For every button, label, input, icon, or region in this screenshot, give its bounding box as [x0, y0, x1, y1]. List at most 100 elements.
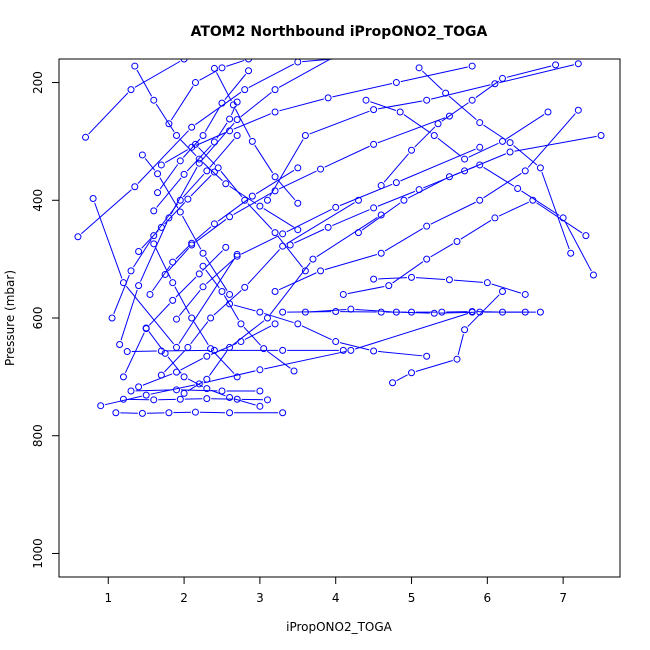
series-12 — [116, 59, 338, 348]
series-line-segment — [209, 138, 235, 168]
data-point — [188, 143, 196, 151]
series-line-segment — [159, 177, 179, 209]
plot-frame — [58, 58, 621, 578]
series-line-segment — [226, 59, 245, 67]
data-point — [218, 288, 226, 296]
series-line-segment — [378, 350, 423, 357]
data-point — [173, 343, 181, 351]
data-point — [317, 165, 325, 173]
series-1 — [97, 308, 476, 410]
data-point — [430, 132, 438, 140]
series-8 — [370, 273, 529, 298]
data-point — [536, 164, 544, 172]
data-point — [97, 402, 105, 410]
x-tick-label: 4 — [332, 591, 340, 605]
series-21 — [286, 132, 605, 249]
data-point — [279, 409, 287, 417]
series-line-segment — [188, 59, 190, 60]
data-point — [165, 120, 173, 128]
series-31 — [154, 67, 253, 197]
data-point — [401, 50, 407, 56]
data-point — [423, 96, 431, 104]
data-point — [203, 375, 211, 383]
series-line-segment — [229, 185, 257, 205]
series-0 — [74, 50, 407, 241]
series-line-segment — [144, 158, 156, 171]
series-line-segment — [81, 189, 132, 235]
data-point — [203, 395, 211, 403]
series-26 — [377, 61, 560, 190]
series-41 — [157, 62, 476, 169]
series-line-segment — [400, 148, 476, 182]
series-14 — [146, 164, 302, 298]
data-point — [354, 229, 362, 237]
x-axis-label: iPropONO2_TOGA — [286, 620, 393, 634]
series-line-segment — [355, 308, 392, 313]
series-line-segment — [378, 277, 408, 280]
data-point — [294, 164, 302, 172]
data-point — [423, 255, 431, 263]
series-line-segment — [194, 226, 212, 241]
series-line-segment — [175, 276, 197, 298]
series-line-segment — [339, 342, 370, 351]
series-line-segment — [332, 83, 393, 98]
data-point — [271, 320, 279, 328]
series-line-segment — [94, 202, 123, 279]
data-point — [442, 89, 450, 97]
series-line-segment — [253, 55, 278, 58]
series-line-segment — [332, 209, 370, 227]
series-19 — [180, 211, 385, 397]
series-line-segment — [148, 331, 163, 351]
data-point — [226, 115, 234, 123]
data-point — [165, 409, 173, 417]
series-line-segment — [286, 202, 355, 245]
data-point — [195, 159, 203, 167]
series-line-segment — [377, 100, 423, 110]
series-line-segment — [277, 179, 296, 201]
series-line-segment — [170, 86, 194, 121]
series-line-segment — [414, 126, 436, 148]
series-line-segment — [263, 208, 295, 228]
data-point — [119, 373, 127, 381]
data-point — [392, 308, 400, 316]
series-line-segment — [324, 145, 370, 168]
data-point — [333, 59, 338, 60]
series-28 — [131, 62, 302, 234]
data-point — [229, 101, 237, 109]
data-point — [461, 167, 469, 175]
data-point — [582, 232, 590, 240]
data-point — [370, 140, 378, 148]
series-line-segment — [264, 312, 294, 324]
data-point — [191, 79, 199, 87]
x-tick-label: 3 — [256, 591, 264, 605]
data-point — [461, 326, 469, 334]
data-point — [154, 170, 162, 178]
series-line-segment — [269, 262, 311, 315]
series-line-segment — [514, 135, 597, 152]
series-line-segment — [438, 311, 476, 314]
data-point — [445, 173, 453, 181]
series-line-segment — [430, 84, 491, 100]
series-line-segment — [190, 174, 212, 197]
series-13 — [135, 320, 279, 391]
series-line-segment — [203, 370, 256, 384]
series-line-segment — [233, 398, 256, 406]
series-line-segment — [377, 190, 416, 207]
series-line-segment — [204, 106, 221, 132]
series-line-segment — [180, 357, 204, 371]
data-point — [438, 308, 446, 316]
series-line-segment — [233, 113, 272, 130]
series-line-segment — [355, 312, 469, 350]
series-line-segment — [175, 246, 189, 260]
series-line-segment — [453, 279, 483, 283]
series-line-segment — [370, 101, 397, 111]
data-point — [476, 196, 484, 204]
series-line-segment — [255, 169, 295, 195]
data-point — [142, 391, 150, 399]
series-line-segment — [220, 171, 243, 198]
data-point — [173, 315, 181, 323]
series-line-segment — [483, 166, 515, 187]
data-point — [294, 320, 302, 328]
data-point — [301, 308, 309, 316]
data-point — [161, 349, 169, 357]
